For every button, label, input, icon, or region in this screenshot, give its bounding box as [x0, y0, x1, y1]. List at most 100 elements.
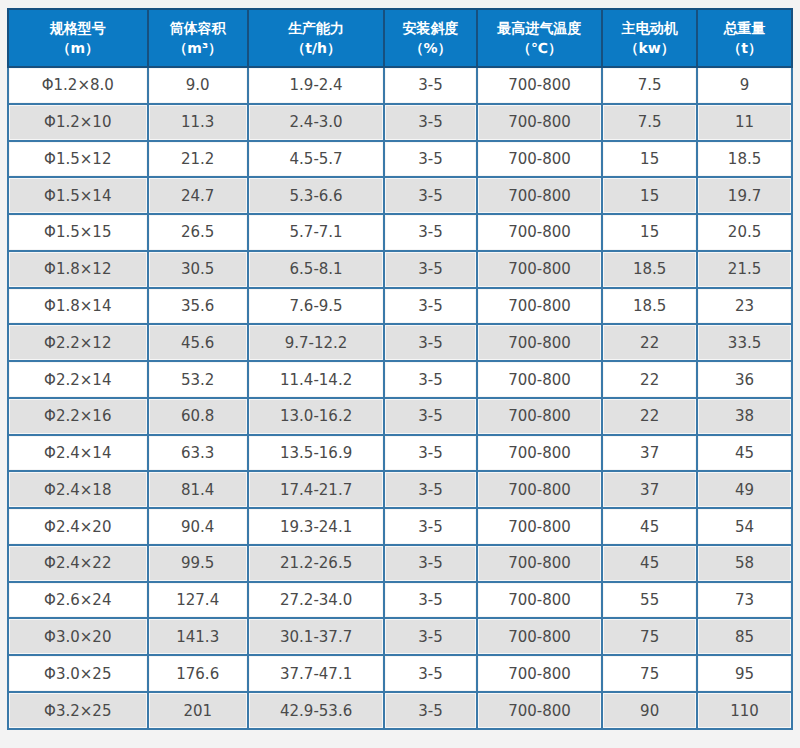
cell: 53.2	[148, 361, 248, 398]
cell: 3-5	[384, 618, 477, 655]
cell: 45	[602, 508, 697, 545]
table-row: Φ2.2×1245.69.7-12.23-5700-8002233.5	[8, 324, 792, 361]
cell: 75	[602, 655, 697, 692]
cell: 13.0-16.2	[248, 398, 384, 435]
cell: Φ1.8×14	[8, 288, 148, 325]
cell: Φ2.2×14	[8, 361, 148, 398]
cell: 37	[602, 435, 697, 472]
cell: 3-5	[384, 324, 477, 361]
cell: 700-800	[477, 324, 602, 361]
table-row: Φ1.8×1435.67.6-9.53-5700-80018.523	[8, 288, 792, 325]
table-row: Φ2.2×1453.211.4-14.23-5700-8002236	[8, 361, 792, 398]
cell: 45	[697, 435, 792, 472]
column-header: 生产能力（t/h）	[248, 9, 384, 67]
cell: 22	[602, 361, 697, 398]
cell: 24.7	[148, 177, 248, 214]
cell: 26.5	[148, 214, 248, 251]
cell: Φ3.2×25	[8, 692, 148, 729]
cell: 23	[697, 288, 792, 325]
cell: 3-5	[384, 582, 477, 619]
cell: 3-5	[384, 251, 477, 288]
table-row: Φ1.5×1221.24.5-5.73-5700-8001518.5	[8, 141, 792, 178]
cell: 15	[602, 141, 697, 178]
cell: 60.8	[148, 398, 248, 435]
table-row: Φ2.4×2299.521.2-26.53-5700-8004558	[8, 545, 792, 582]
cell: 37	[602, 471, 697, 508]
cell: 11.3	[148, 104, 248, 141]
cell: 3-5	[384, 67, 477, 104]
cell: 49	[697, 471, 792, 508]
table-row: Φ2.6×24127.427.2-34.03-5700-8005573	[8, 582, 792, 619]
column-unit: （m）	[11, 38, 145, 58]
cell: Φ2.2×16	[8, 398, 148, 435]
cell: 18.5	[602, 288, 697, 325]
cell: 700-800	[477, 435, 602, 472]
cell: 17.4-21.7	[248, 471, 384, 508]
cell: 37.7-47.1	[248, 655, 384, 692]
cell: 4.5-5.7	[248, 141, 384, 178]
table-row: Φ1.2×8.09.01.9-2.43-5700-8007.59	[8, 67, 792, 104]
cell: 9.7-12.2	[248, 324, 384, 361]
cell: 45.6	[148, 324, 248, 361]
cell: 700-800	[477, 177, 602, 214]
cell: 700-800	[477, 251, 602, 288]
table-row: Φ2.2×1660.813.0-16.23-5700-8002238	[8, 398, 792, 435]
cell: 30.1-37.7	[248, 618, 384, 655]
cell: 90.4	[148, 508, 248, 545]
cell: 27.2-34.0	[248, 582, 384, 619]
cell: 15	[602, 214, 697, 251]
cell: 3-5	[384, 435, 477, 472]
cell: 18.5	[697, 141, 792, 178]
table-row: Φ3.0×25176.637.7-47.13-5700-8007595	[8, 655, 792, 692]
cell: 38	[697, 398, 792, 435]
cell: Φ1.2×8.0	[8, 67, 148, 104]
cell: 30.5	[148, 251, 248, 288]
cell: 9	[697, 67, 792, 104]
cell: 700-800	[477, 692, 602, 729]
cell: Φ1.8×12	[8, 251, 148, 288]
table-row: Φ1.5×1526.55.7-7.13-5700-8001520.5	[8, 214, 792, 251]
cell: Φ1.2×10	[8, 104, 148, 141]
table-row: Φ1.8×1230.56.5-8.13-5700-80018.521.5	[8, 251, 792, 288]
cell: 1.9-2.4	[248, 67, 384, 104]
cell: 95	[697, 655, 792, 692]
cell: 3-5	[384, 288, 477, 325]
column-unit: （m³）	[151, 38, 245, 58]
cell: 75	[602, 618, 697, 655]
cell: 700-800	[477, 508, 602, 545]
cell: 5.7-7.1	[248, 214, 384, 251]
column-label: 主电动机	[605, 18, 694, 38]
cell: 35.6	[148, 288, 248, 325]
spec-table-container: 规格型号（m）筒体容积（m³）生产能力（t/h）安装斜度（%）最高进气温度（℃）…	[7, 8, 793, 730]
cell: 11	[697, 104, 792, 141]
cell: 700-800	[477, 398, 602, 435]
column-unit: （t/h）	[251, 38, 381, 58]
cell: Φ2.4×22	[8, 545, 148, 582]
cell: Φ1.5×15	[8, 214, 148, 251]
cell: 700-800	[477, 214, 602, 251]
cell: 700-800	[477, 288, 602, 325]
cell: 7.6-9.5	[248, 288, 384, 325]
cell: 127.4	[148, 582, 248, 619]
table-row: Φ2.4×2090.419.3-24.13-5700-8004554	[8, 508, 792, 545]
table-row: Φ3.2×2520142.9-53.63-5700-80090110	[8, 692, 792, 729]
table-row: Φ3.0×20141.330.1-37.73-5700-8007585	[8, 618, 792, 655]
cell: 21.2-26.5	[248, 545, 384, 582]
cell: 3-5	[384, 545, 477, 582]
column-unit: （t）	[700, 38, 789, 58]
cell: 3-5	[384, 655, 477, 692]
cell: 700-800	[477, 655, 602, 692]
cell: Φ1.5×12	[8, 141, 148, 178]
cell: Φ2.2×12	[8, 324, 148, 361]
cell: 700-800	[477, 582, 602, 619]
table-header: 规格型号（m）筒体容积（m³）生产能力（t/h）安装斜度（%）最高进气温度（℃）…	[8, 9, 792, 67]
cell: 110	[697, 692, 792, 729]
cell: 45	[602, 545, 697, 582]
cell: 55	[602, 582, 697, 619]
cell: 700-800	[477, 141, 602, 178]
cell: 201	[148, 692, 248, 729]
cell: 3-5	[384, 177, 477, 214]
column-label: 安装斜度	[387, 18, 474, 38]
column-unit: （kw）	[605, 38, 694, 58]
cell: 7.5	[602, 104, 697, 141]
